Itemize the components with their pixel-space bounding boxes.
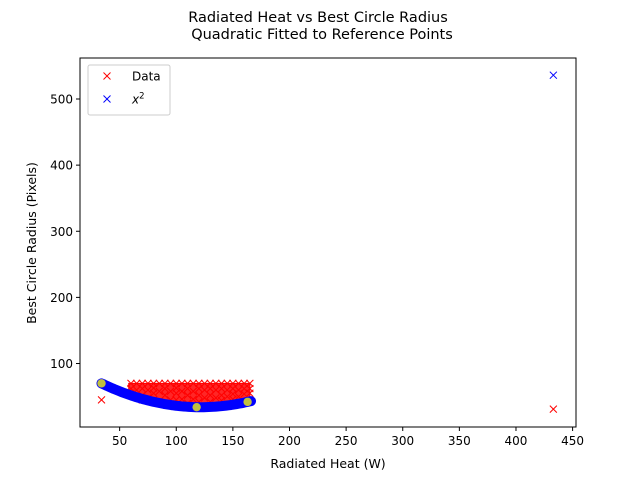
legend: Data x2 [87, 64, 171, 116]
legend-marker-data-stroke-b [103, 72, 111, 80]
data-point-62-stroke-b [223, 379, 232, 388]
data-point-35 [178, 387, 186, 396]
data-point-77-stroke-b [246, 389, 254, 398]
legend-label-base: x [131, 93, 140, 107]
data-point-0 [97, 396, 106, 404]
fit-point-0-stroke-b [549, 71, 558, 80]
fit-curve-band [96, 378, 256, 413]
data-point-39-stroke-b [183, 391, 192, 400]
data-point-0-stroke-b [97, 396, 106, 404]
chart-title: Radiated Heat vs Best Circle Radius [188, 10, 448, 26]
axes: 50 100 150 200 250 300 350 400 450 100 200 300 400 50… [50, 93, 584, 449]
y-axis-label: Best Circle Radius (Pixels) [24, 162, 39, 324]
legend-marker-fit-stroke-b [103, 95, 111, 103]
x-tick-label-450: 450 [561, 434, 584, 448]
data-point-69-stroke-b [234, 379, 243, 388]
data-point-17-stroke-b [149, 389, 158, 398]
data-point-13 [144, 386, 152, 394]
data-point-77 [246, 389, 254, 398]
data-point-24 [161, 391, 169, 400]
reference-point-2 [243, 397, 252, 407]
data-point-17 [149, 389, 158, 398]
legend-marker-data [103, 72, 111, 80]
data-point-63-stroke-b [223, 386, 232, 394]
y-tick-label-100: 100 [50, 357, 73, 371]
data-point-55-stroke-b [212, 379, 220, 388]
data-point-27 [166, 387, 175, 396]
data-point-39 [183, 391, 192, 400]
data-point-13-stroke-b [144, 386, 152, 394]
data-point-64-stroke-b [223, 392, 232, 401]
data-point-50-stroke-b [200, 394, 209, 402]
data-point-70-stroke-b [234, 386, 243, 394]
legend-label-data: Data [132, 70, 161, 84]
data-point-5-stroke-b [132, 379, 141, 388]
plot-area-frame [79, 57, 577, 428]
fit-point-0 [549, 71, 558, 80]
x-tick-label-250: 250 [335, 434, 358, 448]
data-point-1-stroke-b [549, 405, 558, 413]
reference-point-1 [192, 402, 201, 412]
data-point-1 [549, 405, 558, 413]
plot-marks [96, 71, 558, 413]
x-axis-label: Radiated Heat (W) [270, 456, 385, 471]
data-point-31-stroke-b [172, 389, 181, 398]
legend-marker-fit [103, 95, 111, 103]
y-tick-label-200: 200 [50, 291, 73, 305]
y-tick-label-500: 500 [50, 93, 73, 107]
data-point-26 [166, 379, 175, 388]
data-point-19-stroke-b [155, 379, 164, 388]
data-point-43-stroke-b [189, 395, 198, 404]
data-point-41-stroke-b [189, 379, 198, 388]
data-point-35-stroke-b [178, 387, 186, 396]
data-point-57 [212, 394, 220, 402]
data-point-48-stroke-b [200, 379, 209, 388]
data-point-27-stroke-b [166, 387, 175, 396]
legend-label-fit: x2 [131, 92, 145, 107]
x-tick-label-50: 50 [112, 434, 127, 448]
chart-subtitle: Quadratic Fitted to Reference Points [191, 27, 453, 43]
data-point-57-stroke-b [212, 394, 220, 402]
reference-point-0 [97, 379, 106, 388]
data-point-24-stroke-b [161, 391, 169, 400]
y-tick-label-400: 400 [50, 159, 73, 173]
x-tick-label-150: 150 [221, 434, 244, 448]
data-point-20-stroke-b [155, 387, 164, 396]
data-point-20 [155, 387, 164, 396]
x-tick-label-100: 100 [165, 434, 188, 448]
data-point-12 [144, 379, 152, 388]
x-tick-label-350: 350 [448, 434, 471, 448]
data-point-50 [200, 394, 209, 402]
data-point-12-stroke-b [144, 379, 152, 388]
x-tick-label-300: 300 [391, 434, 414, 448]
data-point-71-stroke-b [234, 392, 243, 401]
legend-label-superscript: 2 [139, 92, 144, 102]
data-point-56-stroke-b [212, 386, 220, 394]
y-tick-label-300: 300 [50, 225, 73, 239]
x-tick-label-200: 200 [278, 434, 301, 448]
x-tick-label-400: 400 [505, 434, 528, 448]
data-point-43 [189, 395, 198, 404]
data-point-34-stroke-b [178, 379, 186, 388]
data-point-26-stroke-b [166, 379, 175, 388]
data-point-42 [189, 387, 198, 396]
data-point-42-stroke-b [189, 387, 198, 396]
data-point-64 [223, 392, 232, 401]
data-point-49-stroke-b [200, 386, 209, 394]
